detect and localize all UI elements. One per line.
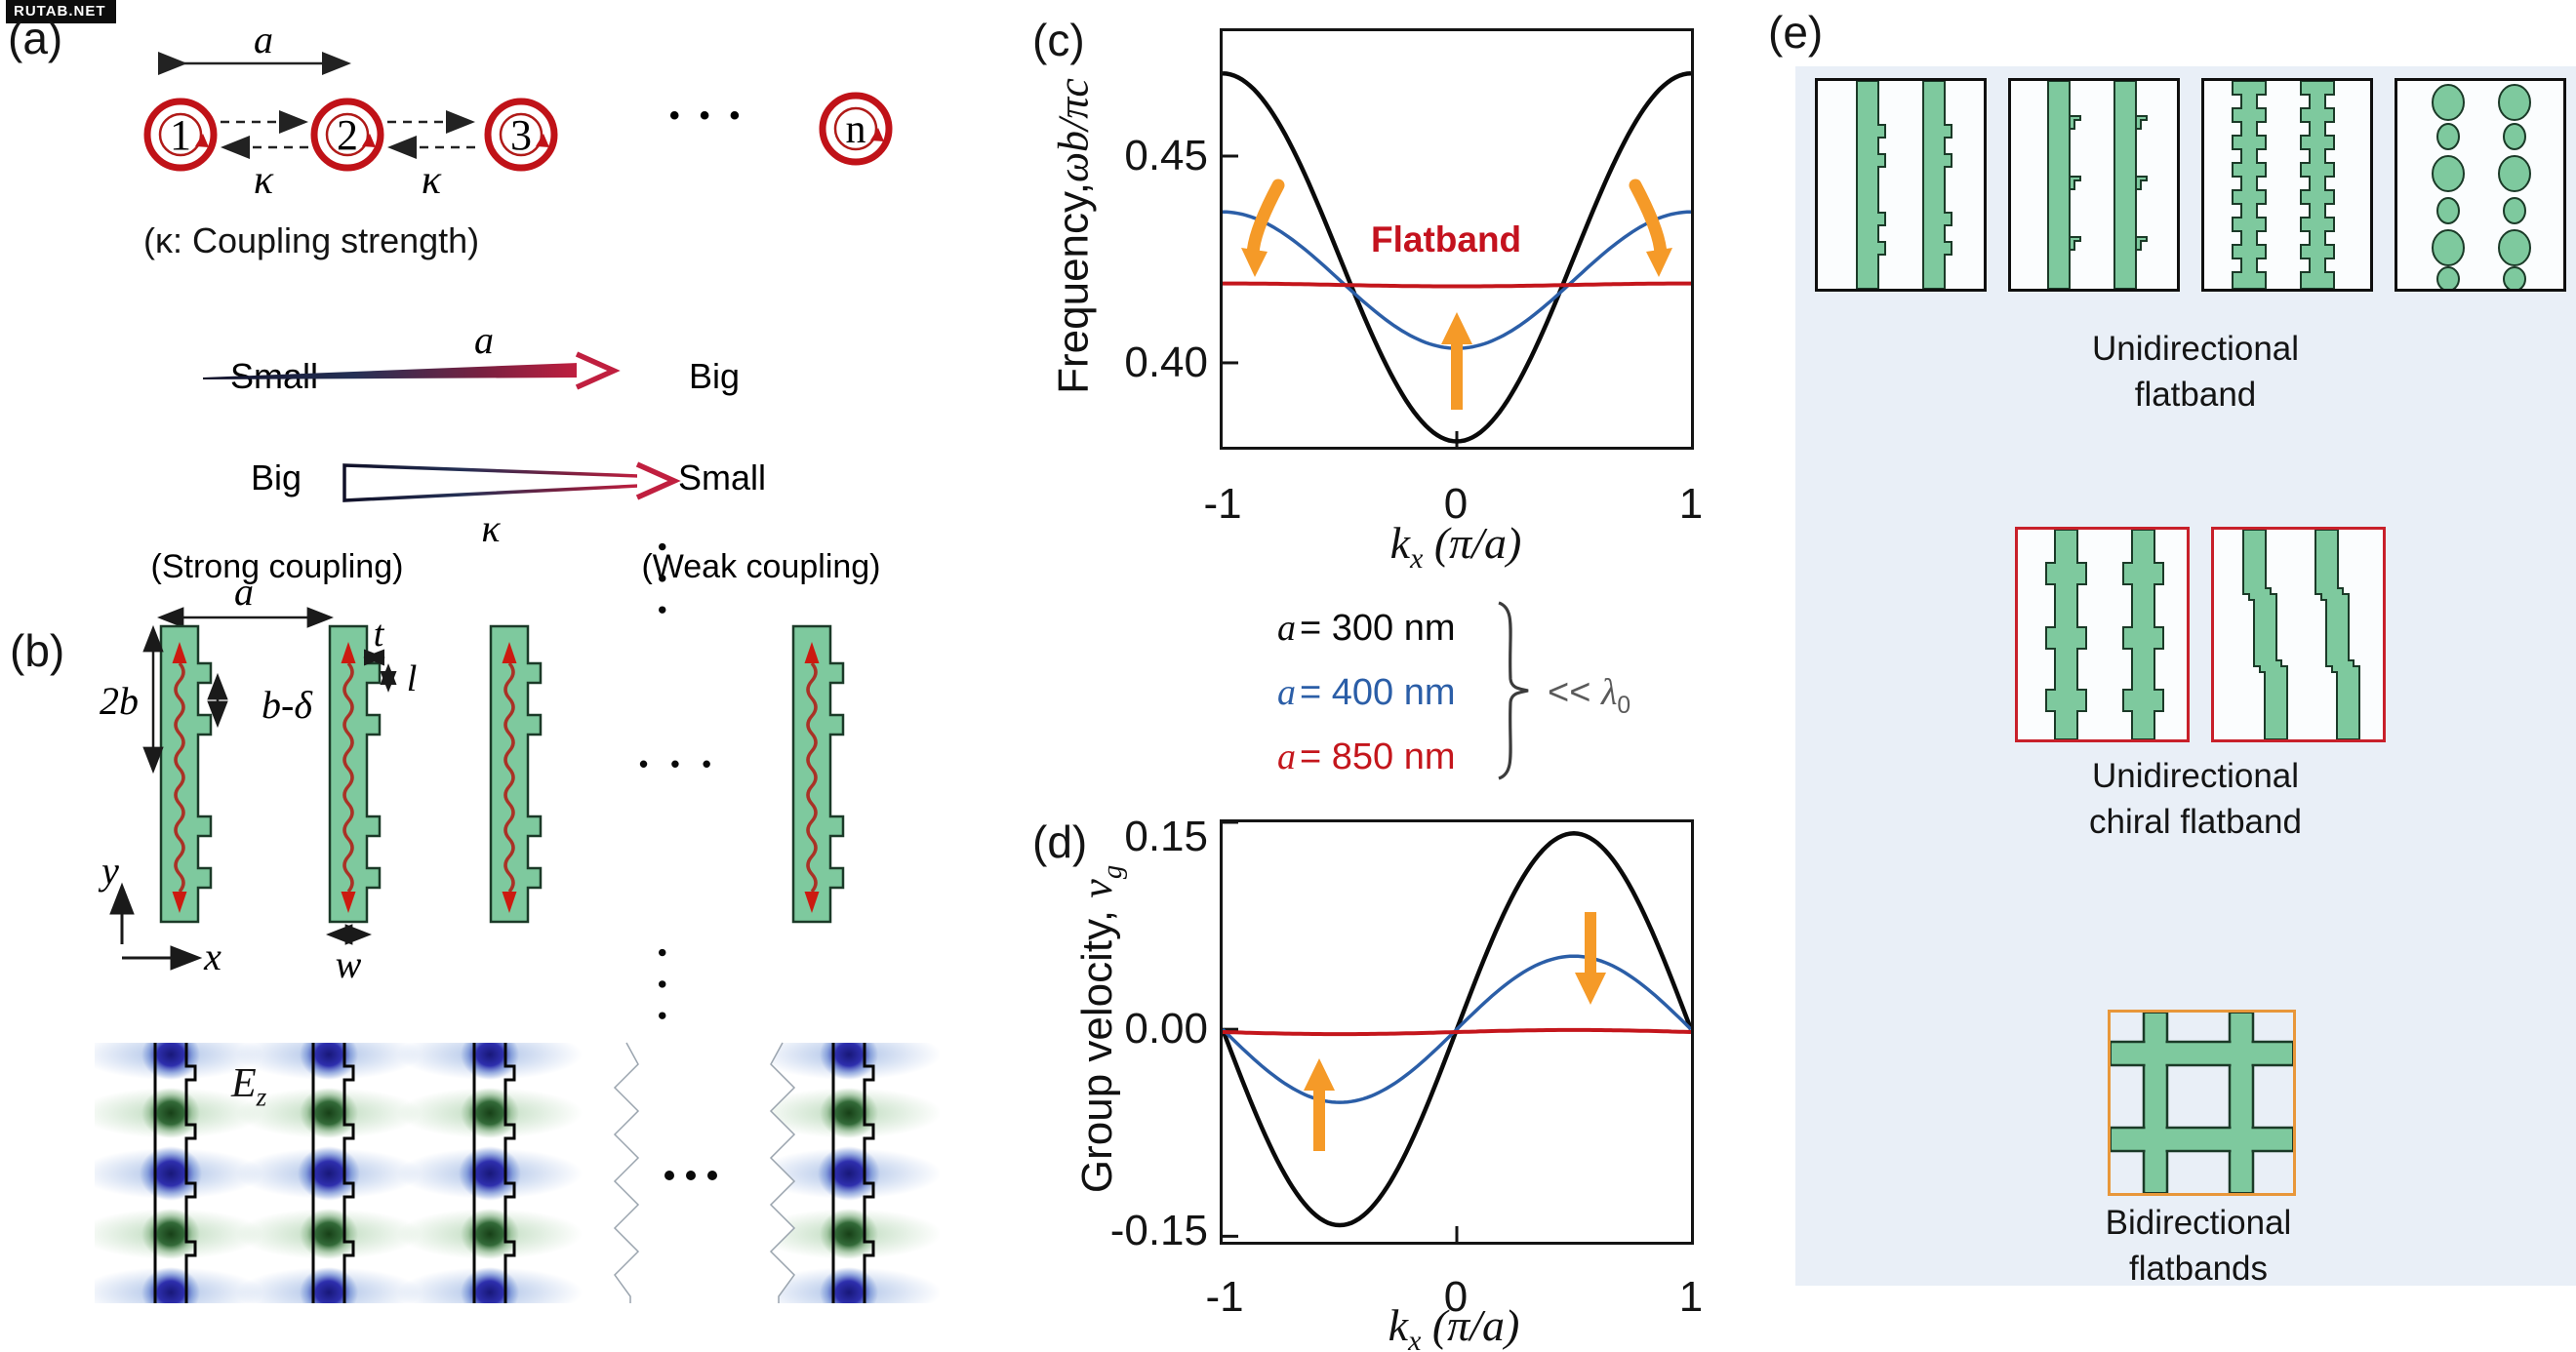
d-xtick-1: 1 <box>1678 1273 1704 1321</box>
tapered-arrow-a <box>203 363 579 379</box>
waveguide-3 <box>489 624 543 924</box>
structure-teeth-waveguides <box>1815 78 1987 292</box>
ring-resonator-chain-diagram: a 1 2 3 n κ κ • • • <box>117 29 927 200</box>
map-row2-label: κ <box>481 506 501 550</box>
svg-text:2: 2 <box>337 111 358 159</box>
waveguide-1 <box>159 624 213 924</box>
structure-staircase <box>2211 527 2386 742</box>
c-ylabel: Frequency,ωb/πc <box>1049 78 1098 394</box>
field-block-left <box>95 1043 584 1303</box>
caption-bidirectional-flatbands: Bidirectional flatbands <box>2105 1204 2292 1288</box>
field-block-right <box>771 1043 940 1303</box>
c-xtick-1: 1 <box>1678 480 1704 528</box>
legend-brace <box>1498 601 1529 780</box>
x-axis-label: x <box>203 934 221 978</box>
panel-a-tag: (a) <box>8 13 63 63</box>
panel-b-tag: (b) <box>10 625 65 676</box>
strong-coupling-caption: (Strong coupling) <box>151 548 404 585</box>
ellipsis-vertical-bottom: • • • <box>648 948 677 1028</box>
tapered-arrow-kappa <box>342 463 641 502</box>
d-xtick-0: 0 <box>1443 1273 1469 1321</box>
d-xlabel: kx (π/a) <box>1388 1299 1520 1352</box>
coupling-mapping-diagram: Small a Big Big κ Small (Strong coupling… <box>151 322 881 585</box>
weak-coupling-caption: (Weak coupling) <box>641 548 880 585</box>
legend-item-300nm: a = 300 nm <box>1277 608 1456 649</box>
d-ytick-m015: -0.15 <box>1109 1207 1208 1254</box>
dim-label-t: t <box>374 614 385 655</box>
waveguide-4 <box>791 624 845 924</box>
legend-item-850nm: a = 850 nm <box>1277 736 1456 777</box>
arrowhead-kappa <box>635 461 681 500</box>
torn-edge-left-block <box>613 1042 640 1303</box>
field-label: Ez <box>231 1061 267 1112</box>
structure-grid-lattice <box>2108 1010 2296 1196</box>
curve-a-850-nm-flatband- <box>1223 281 1691 289</box>
arrowhead-a <box>575 351 621 390</box>
d-ytick-000: 0.00 <box>1124 1005 1208 1053</box>
structure-sparse-hooks <box>2008 78 2180 292</box>
ring-n: n <box>823 96 889 162</box>
map-row2-right: Small <box>678 457 766 497</box>
caption-unidirectional-chiral-flatband: Unidirectional chiral flatband <box>2089 757 2302 841</box>
c-xlabel: kx (π/a) <box>1389 517 1522 576</box>
ellipsis-vertical-top: • • • <box>648 542 677 622</box>
coupling-arrows-1-2 <box>221 110 308 159</box>
dispersion-plot: Flatband <box>1220 28 1694 450</box>
kappa-caption: (κ: Coupling strength) <box>143 220 480 260</box>
dim-label-2b: 2b <box>100 679 139 723</box>
svg-text:n: n <box>846 107 866 152</box>
curve-a-400-nm <box>1223 954 1691 1104</box>
d-ytick-015: 0.15 <box>1124 813 1208 860</box>
structure-cross-tabs <box>2015 527 2190 742</box>
ring-2: 2 <box>314 101 381 168</box>
dim-label-a: a <box>234 576 254 614</box>
legend-note: << λ0 <box>1548 672 1631 719</box>
kappa-label-1: κ <box>254 158 274 200</box>
ring-spacing-label: a <box>254 29 273 61</box>
curve-a-850-nm <box>1223 1027 1691 1037</box>
dim-label-b-delta: b-δ <box>262 683 313 727</box>
map-row1-label: a <box>474 322 494 362</box>
map-row2-left: Big <box>251 457 302 497</box>
dim-label-w: w <box>336 942 362 986</box>
coupling-arrows-2-3 <box>387 110 475 159</box>
corrugated-waveguide-array-diagram: a 2b b-δ t l w y x <box>98 576 845 986</box>
torn-edge-right-block <box>769 1042 796 1303</box>
structure-dot-chains <box>2395 78 2566 292</box>
waveguide-2 <box>328 624 382 924</box>
structure-square-wave <box>2201 78 2373 292</box>
panel-c-tag: (c) <box>1032 15 1085 65</box>
ez-field-map <box>95 1042 940 1303</box>
caption-unidirectional-flatband: Unidirectional flatband <box>2091 330 2300 414</box>
legend-item-400nm: a = 400 nm <box>1277 672 1456 713</box>
c-xtick-0: 0 <box>1443 480 1469 528</box>
c-xtick-m1: -1 <box>1203 480 1242 528</box>
c-ytick-040: 0.40 <box>1124 338 1208 386</box>
svg-text:3: 3 <box>510 111 532 159</box>
y-axis-label: y <box>98 849 119 893</box>
ring-1: 1 <box>147 101 214 168</box>
panel-e-tag: (e) <box>1768 7 1824 58</box>
panel-d-tag: (d) <box>1032 816 1088 867</box>
ellipsis-rings: • • • <box>669 99 745 132</box>
group-velocity-curves <box>1223 822 1691 1242</box>
curve-a-300-nm <box>1223 70 1691 444</box>
ellipsis-horizontal: • • • <box>639 749 719 778</box>
d-xtick-m1: -1 <box>1205 1273 1244 1321</box>
svg-text:1: 1 <box>170 111 191 159</box>
ring-3: 3 <box>488 101 554 168</box>
c-ytick-045: 0.45 <box>1124 132 1208 179</box>
flatband-annotation: Flatband <box>1371 219 1522 259</box>
map-row1-right: Big <box>689 356 740 396</box>
watermark: RUTAB.NET <box>6 0 116 23</box>
dim-label-l: l <box>407 658 418 699</box>
ellipsis-field <box>664 1171 717 1180</box>
group-velocity-plot <box>1220 819 1694 1245</box>
kappa-label-2: κ <box>422 158 442 200</box>
